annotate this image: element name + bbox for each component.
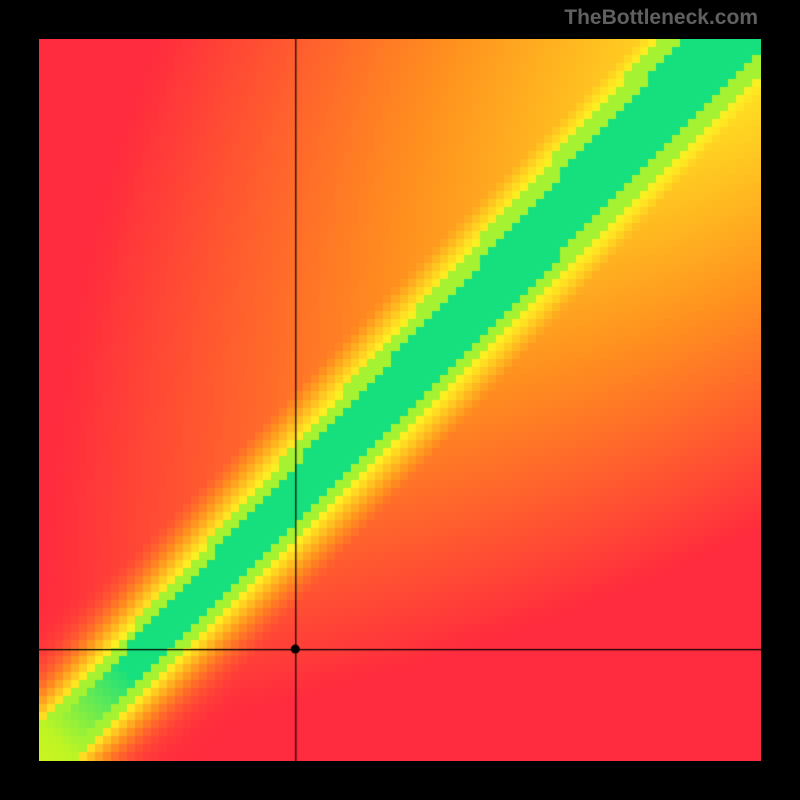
bottleneck-heatmap <box>39 39 761 761</box>
chart-container: TheBottleneck.com <box>0 0 800 800</box>
watermark-text: TheBottleneck.com <box>564 6 758 30</box>
